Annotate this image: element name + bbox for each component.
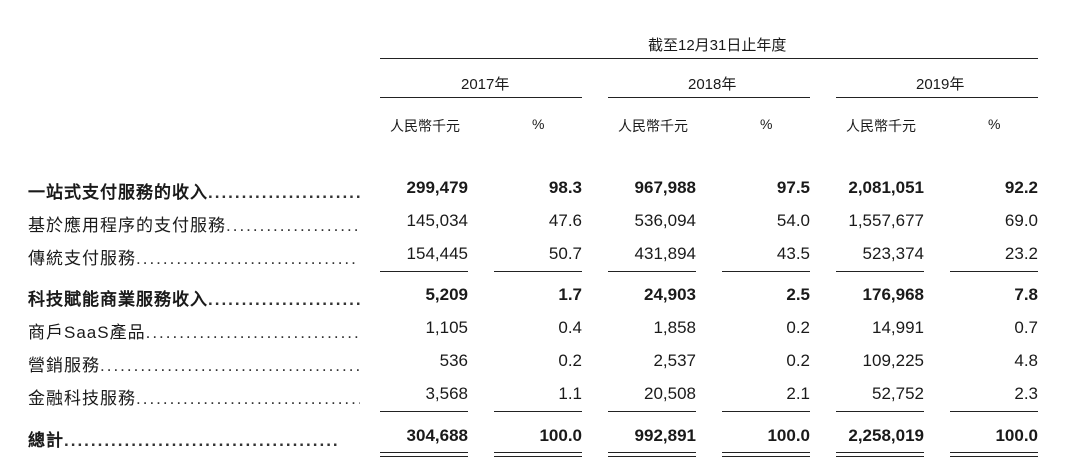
cell-2018-amount: 431,894: [634, 244, 696, 263]
pct-label-2019: %: [988, 116, 1001, 132]
year-rule-2019: [836, 97, 1038, 98]
cell-2019-pct: 2.3: [1014, 384, 1038, 403]
total-double-rule: [950, 452, 1038, 457]
row-label-app-payment: 基於應用程序的支付服務.....................: [28, 216, 360, 235]
year-rule-2017: [380, 97, 582, 98]
subtotal-rule: [836, 271, 924, 272]
subtotal-rule: [380, 411, 468, 412]
cell-2018-pct: 43.5: [776, 244, 810, 263]
unit-label-2017: 人民幣千元: [390, 118, 460, 134]
cell-2017-amount: 154,445: [406, 244, 468, 263]
cell-2018-pct: 97.5: [776, 178, 810, 197]
subtotal-rule: [722, 271, 810, 272]
cell-2018-amount: 24,903: [644, 285, 696, 304]
cell-2018-amount: 20,508: [644, 384, 696, 403]
cell-2018-amount: 536,094: [634, 211, 696, 230]
cell-2017-amount: 536: [439, 351, 468, 370]
cell-2017-pct: 0.4: [558, 318, 582, 337]
year-rule-2018: [608, 97, 810, 98]
cell-2019-amount: 14,991: [872, 318, 924, 337]
cell-2019-pct: 100.0: [995, 426, 1038, 445]
cell-2019-amount: 109,225: [862, 351, 924, 370]
total-double-rule: [494, 452, 582, 457]
cell-2017-amount: 304,688: [406, 426, 468, 445]
period-header: 截至12月31日止年度: [648, 37, 787, 54]
unit-label-2019: 人民幣千元: [846, 118, 916, 134]
cell-2018-pct: 2.1: [786, 384, 810, 403]
cell-2017-amount: 1,105: [425, 318, 468, 337]
row-label-tech-revenue: 科技賦能商業服務收入..........................: [28, 290, 360, 309]
cell-2019-pct: 4.8: [1014, 351, 1038, 370]
total-double-rule: [836, 452, 924, 457]
cell-2017-pct: 98.3: [548, 178, 582, 197]
cell-2017-amount: 5,209: [425, 285, 468, 304]
subtotal-rule: [950, 271, 1038, 272]
subtotal-rule: [836, 411, 924, 412]
cell-2018-amount: 967,988: [634, 178, 696, 197]
cell-2019-amount: 2,258,019: [848, 426, 924, 445]
unit-label-2018: 人民幣千元: [618, 118, 688, 134]
cell-2018-pct: 2.5: [786, 285, 810, 304]
cell-2018-pct: 100.0: [767, 426, 810, 445]
row-label-saas: 商戶SaaS產品................................…: [28, 323, 360, 342]
cell-2019-pct: 0.7: [1014, 318, 1038, 337]
row-label-fintech: 金融科技服務..................................…: [28, 389, 360, 408]
cell-2018-amount: 1,858: [653, 318, 696, 337]
total-double-rule: [722, 452, 810, 457]
subtotal-rule: [608, 411, 696, 412]
cell-2017-amount: 145,034: [406, 211, 468, 230]
row-label-traditional-payment: 傳統支付服務.................................: [28, 249, 358, 268]
cell-2017-pct: 1.1: [558, 384, 582, 403]
cell-2017-pct: 47.6: [548, 211, 582, 230]
total-double-rule: [380, 452, 468, 457]
cell-2018-amount: 2,537: [653, 351, 696, 370]
cell-2019-amount: 2,081,051: [848, 178, 924, 197]
cell-2019-amount: 523,374: [862, 244, 924, 263]
year-header-2018: 2018年: [688, 76, 737, 93]
cell-2019-pct: 7.8: [1014, 285, 1038, 304]
total-double-rule: [608, 452, 696, 457]
cell-2017-pct: 50.7: [548, 244, 582, 263]
cell-2019-pct: 69.0: [1004, 211, 1038, 230]
cell-2017-pct: 100.0: [539, 426, 582, 445]
cell-2018-pct: 0.2: [786, 351, 810, 370]
cell-2017-pct: 0.2: [558, 351, 582, 370]
subtotal-rule: [494, 271, 582, 272]
year-header-2019: 2019年: [916, 76, 965, 93]
row-label-payment-revenue: 一站式支付服務的收入..........................: [28, 183, 360, 202]
cell-2018-pct: 0.2: [786, 318, 810, 337]
period-rule: [380, 58, 1038, 59]
year-header-2017: 2017年: [461, 76, 510, 93]
cell-2019-pct: 92.2: [1004, 178, 1038, 197]
pct-label-2017: %: [532, 116, 545, 132]
cell-2019-amount: 176,968: [862, 285, 924, 304]
pct-label-2018: %: [760, 116, 773, 132]
cell-2019-pct: 23.2: [1004, 244, 1038, 263]
row-label-total: 總計......................................…: [28, 431, 340, 450]
subtotal-rule: [722, 411, 810, 412]
subtotal-rule: [494, 411, 582, 412]
cell-2017-pct: 1.7: [558, 285, 582, 304]
cell-2018-amount: 992,891: [634, 426, 696, 445]
subtotal-rule: [950, 411, 1038, 412]
cell-2017-amount: 3,568: [425, 384, 468, 403]
subtotal-rule: [380, 271, 468, 272]
cell-2019-amount: 52,752: [872, 384, 924, 403]
cell-2018-pct: 54.0: [776, 211, 810, 230]
cell-2017-amount: 299,479: [406, 178, 468, 197]
row-label-marketing: 營銷服務....................................…: [28, 356, 360, 375]
cell-2019-amount: 1,557,677: [848, 211, 924, 230]
subtotal-rule: [608, 271, 696, 272]
